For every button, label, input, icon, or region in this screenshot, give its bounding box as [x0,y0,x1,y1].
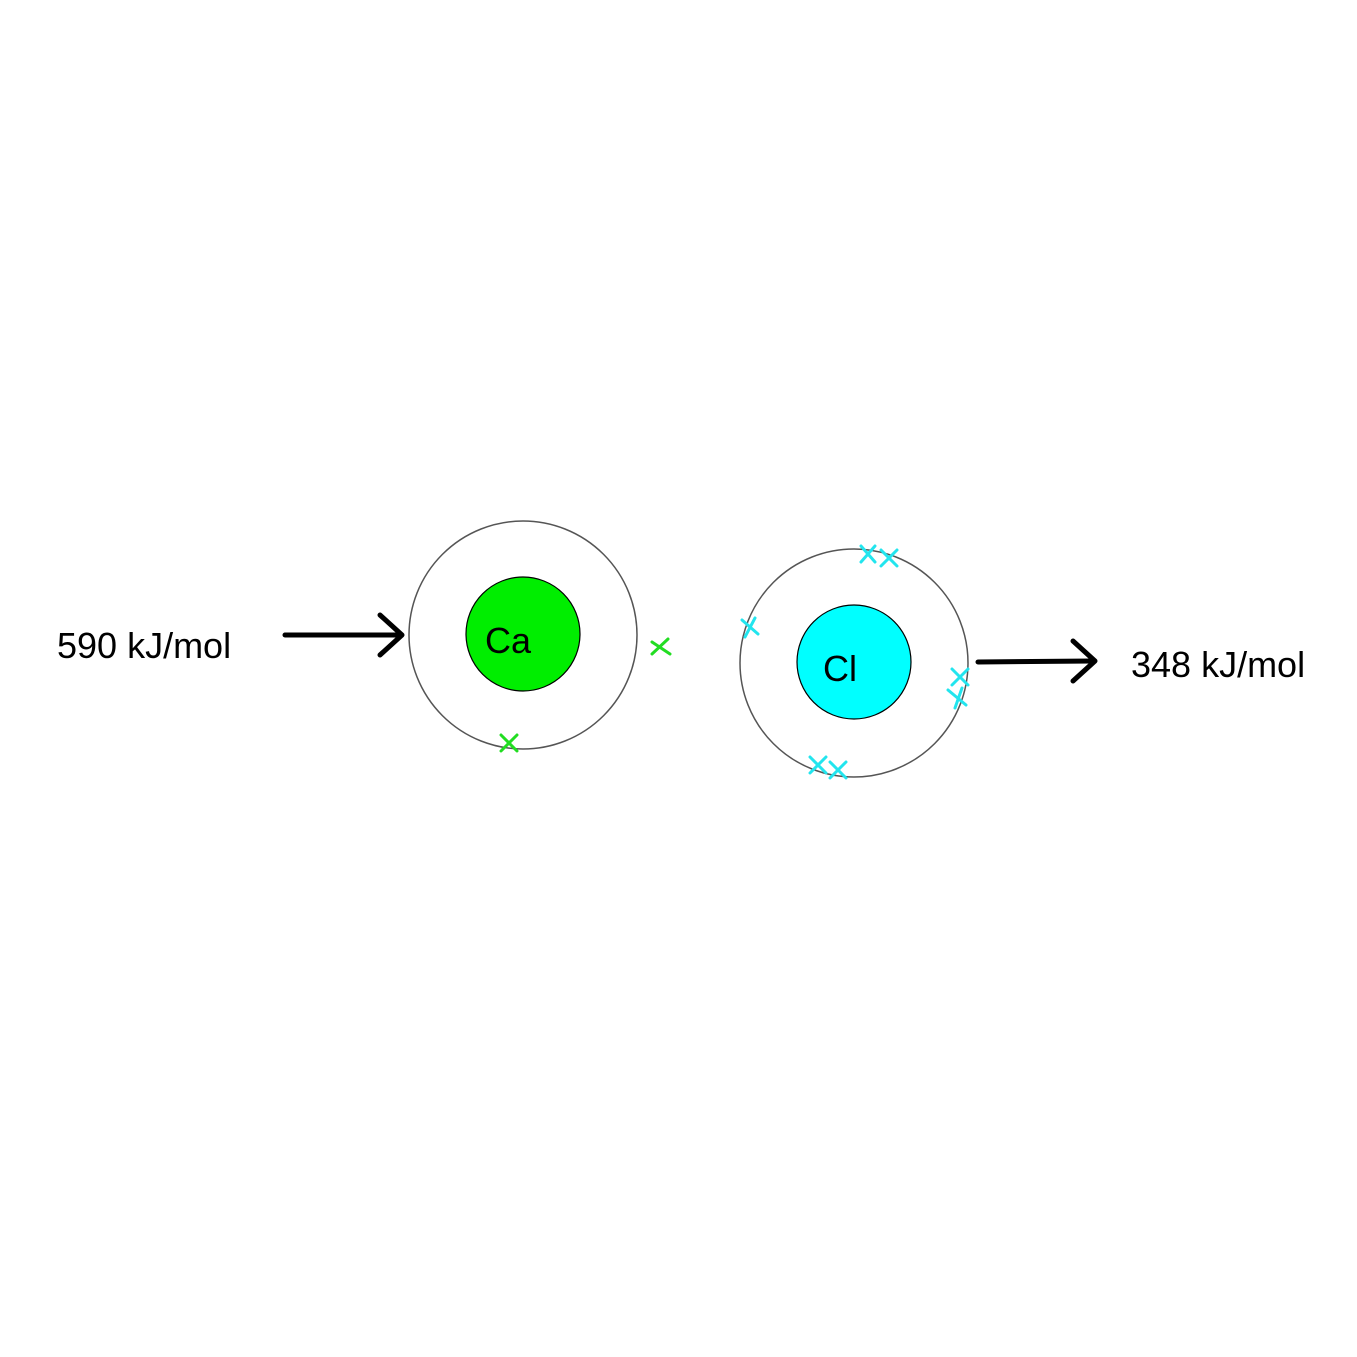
calcium-electron-icon [499,733,519,753]
chlorine-electron-icon [859,544,877,564]
calcium-symbol: Ca [485,620,532,661]
chlorine-electron-icon [950,667,970,687]
chlorine-electron-icon [828,760,848,780]
chlorine-electron-icon [740,616,760,639]
chlorine-symbol: Cl [823,648,857,689]
left-arrow [282,612,405,658]
electron-affinity-label: 348 kJ/mol [1131,644,1305,685]
chlorine-electron-icon [808,755,828,775]
chlorine-atom: Cl [739,544,970,780]
ionization-energy-label: 590 kJ/mol [57,625,231,666]
right-arrow [975,638,1098,684]
chlorine-electrons [740,544,970,780]
calcium-departing-electron-icon [650,637,672,656]
chlorine-electron-icon [946,686,968,710]
chlorine-electron-icon [879,548,899,568]
calcium-nucleus [465,576,581,692]
chlorine-nucleus [796,604,912,720]
calcium-atom: Ca [408,520,672,753]
